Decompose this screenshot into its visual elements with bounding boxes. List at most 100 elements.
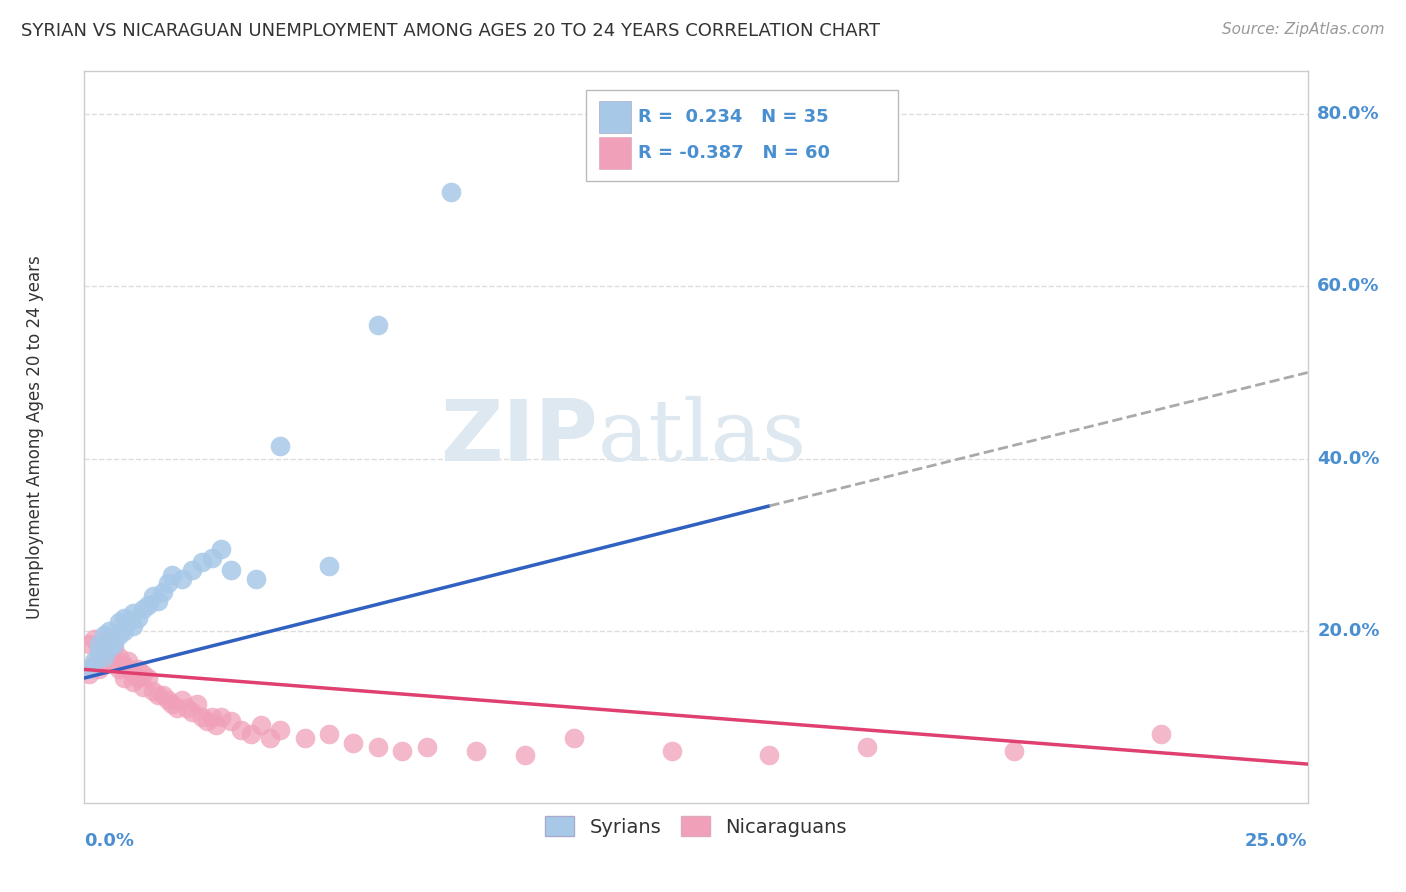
Text: 20.0%: 20.0% <box>1317 622 1379 640</box>
Point <box>229 723 252 737</box>
Point <box>440 185 463 199</box>
Point <box>269 439 291 453</box>
Point <box>117 615 139 629</box>
Point <box>87 662 110 676</box>
Point <box>93 654 115 668</box>
FancyBboxPatch shape <box>586 90 898 181</box>
Text: Source: ZipAtlas.com: Source: ZipAtlas.com <box>1222 22 1385 37</box>
Point <box>83 654 105 668</box>
Point <box>172 572 194 586</box>
Point <box>93 637 115 651</box>
Point <box>156 576 179 591</box>
Point <box>367 318 389 333</box>
Point <box>83 658 105 673</box>
Point <box>87 640 110 655</box>
Text: 25.0%: 25.0% <box>1246 832 1308 850</box>
Text: Unemployment Among Ages 20 to 24 years: Unemployment Among Ages 20 to 24 years <box>27 255 45 619</box>
Point <box>77 666 100 681</box>
Point <box>112 658 135 673</box>
Point <box>856 739 879 754</box>
Legend: Syrians, Nicaraguans: Syrians, Nicaraguans <box>537 808 855 845</box>
Point <box>112 611 135 625</box>
Text: SYRIAN VS NICARAGUAN UNEMPLOYMENT AMONG AGES 20 TO 24 YEARS CORRELATION CHART: SYRIAN VS NICARAGUAN UNEMPLOYMENT AMONG … <box>21 22 880 40</box>
Text: ZIP: ZIP <box>440 395 598 479</box>
Point <box>219 564 242 578</box>
Point <box>156 692 179 706</box>
Point <box>83 632 105 647</box>
Point <box>249 718 271 732</box>
Point <box>191 555 214 569</box>
Point <box>391 744 413 758</box>
Point <box>513 748 536 763</box>
Point <box>146 593 169 607</box>
Point <box>127 611 149 625</box>
Point <box>162 567 184 582</box>
Point <box>186 697 208 711</box>
Point <box>112 624 135 638</box>
Text: R =  0.234   N = 35: R = 0.234 N = 35 <box>638 108 830 126</box>
Point <box>122 666 145 681</box>
Point <box>209 710 232 724</box>
Point <box>209 541 232 556</box>
Point <box>132 666 155 681</box>
Point <box>93 649 115 664</box>
Point <box>77 637 100 651</box>
Point <box>152 688 174 702</box>
Point <box>107 649 129 664</box>
Point <box>132 602 155 616</box>
Point <box>191 710 214 724</box>
Point <box>245 572 267 586</box>
Point <box>205 718 228 732</box>
Point <box>87 637 110 651</box>
Point <box>1002 744 1025 758</box>
Point <box>367 739 389 754</box>
FancyBboxPatch shape <box>599 101 631 133</box>
Point <box>127 671 149 685</box>
Point <box>172 692 194 706</box>
Point <box>661 744 683 758</box>
Text: R = -0.387   N = 60: R = -0.387 N = 60 <box>638 145 831 162</box>
Point <box>117 654 139 668</box>
Point <box>142 684 165 698</box>
Point <box>200 710 222 724</box>
Point <box>122 607 145 621</box>
Point <box>294 731 316 746</box>
Point <box>117 662 139 676</box>
Point <box>162 697 184 711</box>
Point <box>181 564 204 578</box>
Point <box>259 731 281 746</box>
Point <box>166 701 188 715</box>
Point <box>562 731 585 746</box>
Point <box>107 662 129 676</box>
Point <box>97 632 120 647</box>
Point <box>87 645 110 659</box>
Point <box>122 675 145 690</box>
Point <box>107 628 129 642</box>
Point <box>142 589 165 603</box>
Point <box>93 628 115 642</box>
Point <box>112 671 135 685</box>
Point <box>97 624 120 638</box>
Point <box>181 706 204 720</box>
Point <box>127 662 149 676</box>
Point <box>136 598 159 612</box>
Point <box>464 744 486 758</box>
Point <box>269 723 291 737</box>
Point <box>318 727 340 741</box>
Point <box>152 585 174 599</box>
Point <box>97 649 120 664</box>
Point <box>146 688 169 702</box>
Point <box>195 714 218 728</box>
Text: 60.0%: 60.0% <box>1317 277 1379 295</box>
Text: 40.0%: 40.0% <box>1317 450 1379 467</box>
Point <box>758 748 780 763</box>
Point <box>176 701 198 715</box>
Point <box>103 654 125 668</box>
Point <box>1150 727 1173 741</box>
Point <box>136 671 159 685</box>
Point <box>318 559 340 574</box>
Point <box>122 619 145 633</box>
Point <box>103 640 125 655</box>
Point <box>219 714 242 728</box>
Point <box>77 662 100 676</box>
